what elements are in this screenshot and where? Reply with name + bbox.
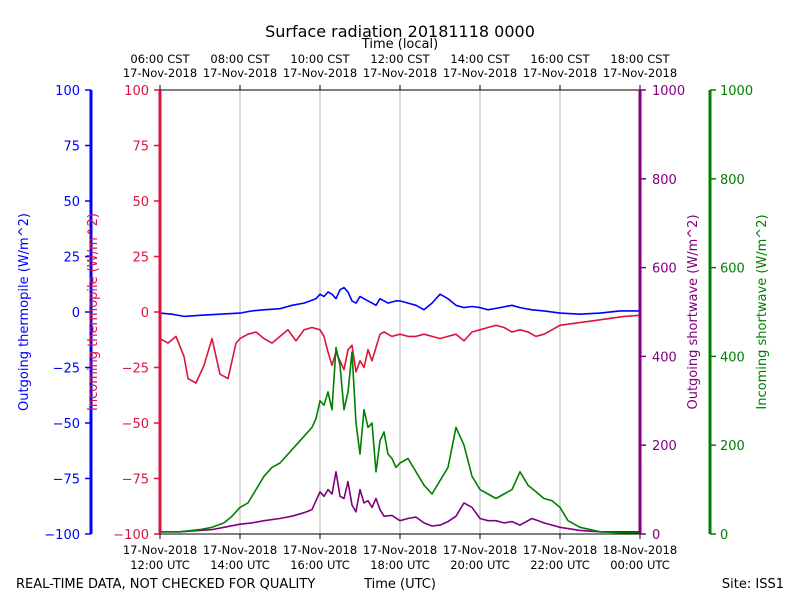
out-sw-tick-label: 0 xyxy=(652,528,660,543)
out-thermo-tick-label: −100 xyxy=(44,528,80,543)
top-tick-date: 17-Nov-2018 xyxy=(523,66,597,80)
bottom-tick-date: 17-Nov-2018 xyxy=(283,543,357,557)
out-sw-tick-label: 800 xyxy=(652,173,677,188)
outgoing-thermopile-line xyxy=(159,286,640,318)
top-tick-date: 17-Nov-2018 xyxy=(203,66,277,80)
out-thermo-tick-label: −50 xyxy=(53,417,80,432)
bottom-tick-time: 00:00 UTC xyxy=(610,558,670,572)
top-tick-time: 08:00 CST xyxy=(210,52,270,66)
quality-note: REAL-TIME DATA, NOT CHECKED FOR QUALITY xyxy=(16,577,315,592)
out-thermo-tick-label: −75 xyxy=(53,473,80,488)
bottom-tick-date: 17-Nov-2018 xyxy=(203,543,277,557)
out-sw-tick-label: 400 xyxy=(652,350,677,365)
in-thermo-tick-label: 100 xyxy=(124,84,149,99)
in-thermo-tick-label: −75 xyxy=(122,473,149,488)
top-tick-date: 17-Nov-2018 xyxy=(603,66,677,80)
in-sw-axis-title: Incoming shortwave (W/m^2) xyxy=(755,214,770,409)
bottom-tick-time: 18:00 UTC xyxy=(370,558,430,572)
out-thermo-tick-label: −25 xyxy=(53,362,80,377)
chart-title: Surface radiation 20181118 0000 xyxy=(265,22,535,41)
top-axis-label: Time (local) xyxy=(361,37,438,52)
in-sw-tick-label: 400 xyxy=(720,350,745,365)
in-thermo-tick-label: 75 xyxy=(132,140,149,155)
top-tick-date: 17-Nov-2018 xyxy=(443,66,517,80)
out-sw-tick-label: 600 xyxy=(652,262,677,277)
bottom-tick-time: 16:00 UTC xyxy=(290,558,350,572)
out-sw-tick-label: 1000 xyxy=(652,84,685,99)
bottom-tick-date: 17-Nov-2018 xyxy=(123,543,197,557)
bottom-tick-time: 12:00 UTC xyxy=(130,558,190,572)
bottom-tick-date: 17-Nov-2018 xyxy=(523,543,597,557)
top-tick-time: 12:00 CST xyxy=(370,52,430,66)
out-thermo-tick-label: 0 xyxy=(72,306,80,321)
out-thermo-tick-label: 100 xyxy=(55,84,80,99)
bottom-tick-time: 22:00 UTC xyxy=(530,558,590,572)
out-sw-tick-label: 200 xyxy=(652,439,677,454)
in-thermo-tick-label: −100 xyxy=(113,528,149,543)
in-thermo-tick-label: −50 xyxy=(122,417,149,432)
bottom-tick-time: 14:00 UTC xyxy=(210,558,270,572)
bottom-tick-date: 18-Nov-2018 xyxy=(603,543,677,557)
out-sw-axis-title: Outgoing shortwave (W/m^2) xyxy=(686,214,701,409)
bottom-axis-label: Time (UTC) xyxy=(363,577,436,592)
top-tick-time: 16:00 CST xyxy=(530,52,590,66)
in-thermo-tick-label: 25 xyxy=(132,251,149,266)
out-thermo-tick-label: 75 xyxy=(63,140,80,155)
bottom-tick-time: 20:00 UTC xyxy=(450,558,510,572)
out-thermo-tick-label: 50 xyxy=(63,195,80,210)
top-tick-time: 06:00 CST xyxy=(130,52,190,66)
top-tick-date: 17-Nov-2018 xyxy=(283,66,357,80)
site-label: Site: ISS1 xyxy=(722,577,784,592)
in-thermo-tick-label: 0 xyxy=(141,306,149,321)
in-thermo-tick-label: 50 xyxy=(132,195,149,210)
top-tick-date: 17-Nov-2018 xyxy=(363,66,437,80)
in-sw-tick-label: 1000 xyxy=(720,84,753,99)
in-thermo-tick-label: −25 xyxy=(122,362,149,377)
top-tick-time: 10:00 CST xyxy=(290,52,350,66)
outgoing-shortwave-line xyxy=(160,470,640,533)
top-tick-time: 14:00 CST xyxy=(450,52,510,66)
series-layer xyxy=(159,286,641,534)
in-sw-tick-label: 600 xyxy=(720,262,745,277)
in-thermo-axis-title: Incoming thermopile (W/m^2) xyxy=(86,213,101,411)
out-thermo-tick-label: 25 xyxy=(63,251,80,266)
incoming-shortwave-line xyxy=(160,346,640,534)
in-sw-tick-label: 0 xyxy=(720,528,728,543)
grid-layer xyxy=(239,90,561,534)
in-sw-tick-label: 200 xyxy=(720,439,745,454)
top-tick-time: 18:00 CST xyxy=(610,52,670,66)
out-thermo-axis-title: Outgoing thermopile (W/m^2) xyxy=(17,213,32,411)
axis-layer: −100 −75 −50 −25 0 25 50 75 100 Outgoing thermopi… xyxy=(17,84,770,543)
top-tick-date: 17-Nov-2018 xyxy=(123,66,197,80)
in-sw-tick-label: 800 xyxy=(720,173,745,188)
incoming-thermopile-line xyxy=(159,314,641,384)
bottom-tick-date: 17-Nov-2018 xyxy=(363,543,437,557)
bottom-tick-date: 17-Nov-2018 xyxy=(443,543,517,557)
